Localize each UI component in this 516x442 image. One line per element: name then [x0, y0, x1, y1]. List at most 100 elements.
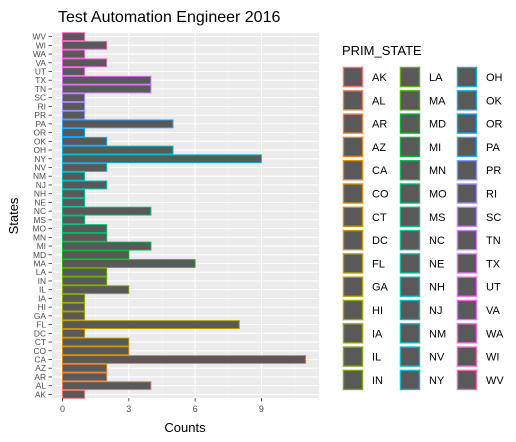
- y-tick-label: SC: [34, 93, 46, 103]
- legend-key-ct: [342, 206, 364, 227]
- bar-nj: [62, 180, 108, 190]
- legend-key-ne: [399, 253, 421, 274]
- legend-label: VA: [486, 305, 501, 317]
- legend-key-md: [399, 113, 421, 134]
- legend-label: MS: [429, 212, 446, 224]
- y-tick-label: MD: [33, 250, 46, 260]
- x-tick-label: 6: [193, 404, 198, 414]
- bar-mi: [62, 241, 152, 251]
- legend-label: AZ: [372, 142, 386, 154]
- legend-key-ia: [342, 323, 364, 344]
- y-axis-title: States: [6, 197, 21, 234]
- legend-key-wa: [456, 323, 478, 344]
- bar-tn: [62, 84, 152, 94]
- legend-label: MO: [429, 189, 447, 201]
- bar-al: [62, 381, 152, 391]
- chart-title: Test Automation Engineer 2016: [58, 9, 280, 26]
- legend-key-pr: [456, 160, 478, 181]
- legend-key-wi: [456, 346, 478, 367]
- legend-label: NY: [429, 375, 445, 387]
- bar-hi: [62, 302, 86, 312]
- bar-ga: [62, 311, 86, 321]
- y-tick-label: PA: [35, 119, 46, 129]
- legend-label: PA: [486, 142, 501, 154]
- legend-key-fl: [342, 253, 364, 274]
- y-tick-label: WI: [36, 40, 46, 50]
- y-tick-label: AK: [35, 389, 47, 399]
- bar-wa: [62, 49, 86, 59]
- legend-label: OR: [486, 119, 503, 131]
- legend-key-tx: [456, 253, 478, 274]
- legend-key-sc: [456, 206, 478, 227]
- y-tick-label: MN: [33, 232, 46, 242]
- legend-key-nh: [399, 276, 421, 297]
- bar-ny: [62, 154, 262, 164]
- legend-key-ak: [342, 66, 364, 88]
- x-tick-label: 9: [259, 404, 264, 414]
- legend-label: AR: [372, 119, 387, 131]
- legend-key-ar: [342, 113, 364, 134]
- legend-items: AK AL AR AZ CA CO CT DC FL GA HI IA IL IN LA MA MD MI MN MO…: [342, 66, 504, 391]
- bar-la: [62, 267, 108, 277]
- legend-label: OH: [486, 72, 503, 84]
- y-tick-label: CT: [35, 337, 46, 347]
- legend-label: NE: [429, 258, 444, 270]
- y-tick-label: TN: [35, 84, 46, 94]
- legend-label: TX: [486, 258, 501, 270]
- y-tick-label: NJ: [36, 180, 46, 190]
- legend-key-ri: [456, 183, 478, 204]
- bar-ca: [62, 355, 307, 364]
- legend-label: MA: [429, 95, 446, 107]
- bar-il: [62, 285, 130, 295]
- bar-mo: [62, 224, 108, 234]
- legend-label: OK: [486, 95, 503, 107]
- y-tick-label: AL: [36, 381, 47, 391]
- y-tick-label: HI: [38, 302, 46, 312]
- legend-label: WI: [486, 352, 499, 364]
- legend-title: PRIM_STATE: [342, 43, 422, 58]
- bar-az: [62, 363, 108, 373]
- bar-va: [62, 58, 108, 68]
- bar-ct: [62, 337, 130, 347]
- y-tick-label: MA: [33, 258, 46, 268]
- legend-key-hi: [342, 299, 364, 321]
- legend-label: SC: [486, 212, 501, 224]
- y-tick-label: UT: [35, 67, 46, 77]
- y-tick-label: DC: [34, 328, 46, 338]
- legend-label: NM: [429, 328, 446, 340]
- legend-label: NH: [429, 282, 445, 294]
- legend-label: AL: [372, 95, 385, 107]
- legend-key-nj: [399, 299, 421, 321]
- bar-ma: [62, 259, 196, 268]
- y-tick-label: OR: [33, 128, 46, 138]
- bar-pa: [62, 119, 174, 129]
- legend-label: MI: [429, 142, 441, 154]
- bar-wi: [62, 40, 108, 50]
- y-tick-label: OK: [34, 136, 47, 146]
- y-tick-label: AR: [34, 372, 46, 382]
- bar-ia: [62, 293, 86, 303]
- legend-key-co: [342, 183, 364, 204]
- y-tick-label: MI: [37, 241, 46, 251]
- legend-label: WV: [486, 375, 504, 387]
- legend-label: PR: [486, 165, 501, 177]
- y-tick-label: NY: [34, 154, 46, 164]
- bar-or: [62, 128, 86, 138]
- y-tick-label: IN: [38, 276, 46, 286]
- legend-key-ut: [456, 276, 478, 297]
- legend-key-oh: [456, 66, 478, 88]
- y-tick-label: NC: [34, 206, 46, 216]
- y-tick-label: TX: [35, 75, 46, 85]
- legend-label: MN: [429, 165, 446, 177]
- bar-ne: [62, 197, 86, 207]
- y-tick-label: CA: [34, 354, 46, 364]
- legend-label: NV: [429, 352, 445, 364]
- legend-label: MD: [429, 119, 446, 131]
- legend-label: DC: [372, 235, 388, 247]
- y-tick-label: PR: [34, 110, 46, 120]
- plot-panel: [52, 32, 319, 399]
- legend-label: CA: [372, 165, 388, 177]
- legend-label: FL: [372, 258, 385, 270]
- y-tick-label: GA: [34, 311, 47, 321]
